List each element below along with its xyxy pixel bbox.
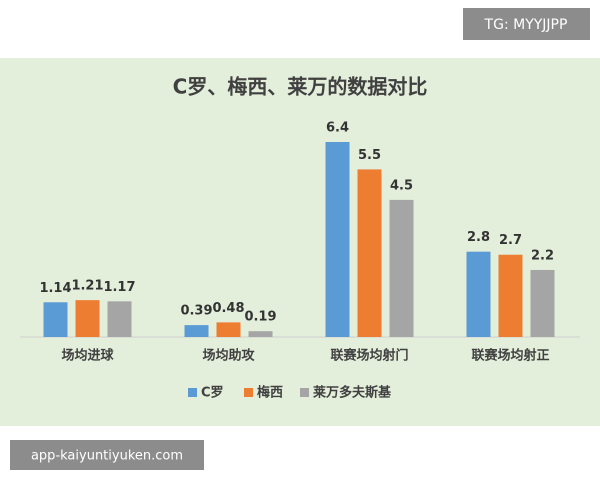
data-label: 1.14 bbox=[39, 281, 71, 296]
chart-panel bbox=[0, 58, 600, 426]
watermark-box bbox=[463, 8, 590, 40]
legend-swatch bbox=[300, 388, 309, 397]
legend-label: 莱万多夫斯基 bbox=[313, 385, 392, 401]
bar bbox=[357, 169, 382, 337]
data-label: 2.7 bbox=[499, 233, 522, 248]
bar bbox=[498, 254, 523, 337]
bar bbox=[43, 302, 68, 337]
data-label: 5.5 bbox=[358, 148, 381, 163]
legend-swatch bbox=[244, 388, 253, 397]
data-label: 1.17 bbox=[103, 280, 135, 295]
data-label: 1.21 bbox=[71, 279, 103, 294]
data-label: 0.39 bbox=[180, 304, 212, 319]
x-tick-label: 场均助攻 bbox=[202, 348, 255, 364]
bar bbox=[107, 301, 132, 337]
bar bbox=[184, 325, 209, 337]
x-tick-label: 场均进球 bbox=[61, 348, 114, 364]
x-tick-label: 联赛场均射门 bbox=[330, 348, 408, 364]
data-label: 0.48 bbox=[212, 301, 244, 316]
data-label: 6.4 bbox=[326, 121, 349, 136]
watermark: TG: MYYJJPP bbox=[484, 17, 568, 33]
bar bbox=[389, 199, 414, 337]
data-label: 4.5 bbox=[390, 178, 413, 193]
chart-title: C罗、梅西、莱万的数据对比 bbox=[173, 75, 428, 99]
data-label: 2.2 bbox=[531, 248, 554, 263]
url-box bbox=[10, 440, 204, 470]
legend-label: C罗 bbox=[201, 386, 224, 401]
legend-label: 梅西 bbox=[257, 385, 283, 401]
url-text: app-kaiyuntiyuken.com bbox=[31, 449, 183, 464]
data-label: 0.19 bbox=[244, 310, 276, 325]
bar bbox=[325, 142, 350, 337]
bar bbox=[530, 269, 555, 337]
bar bbox=[466, 251, 491, 337]
bar bbox=[216, 322, 241, 337]
x-tick-label: 联赛场均射正 bbox=[471, 348, 549, 364]
legend-swatch bbox=[188, 388, 197, 397]
bar bbox=[75, 300, 100, 337]
data-label: 2.8 bbox=[467, 230, 490, 245]
bar bbox=[248, 331, 273, 337]
